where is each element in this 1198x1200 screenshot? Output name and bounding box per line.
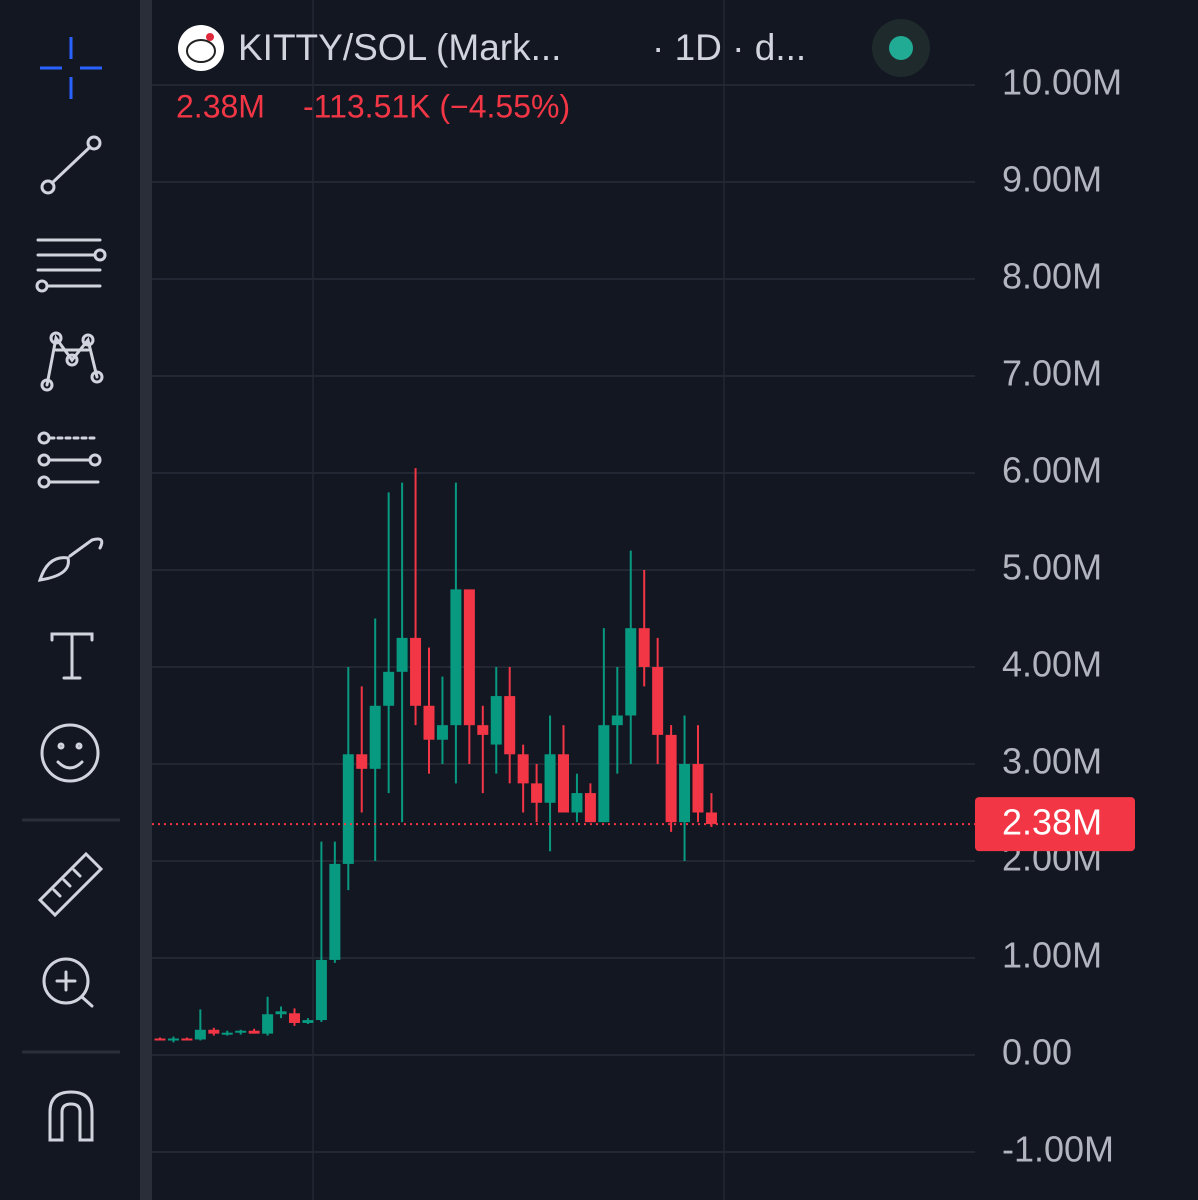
last-price-label: 2.38M	[1002, 802, 1102, 843]
candle-body	[181, 1038, 193, 1041]
crosshair-tool[interactable]	[40, 37, 102, 99]
candle-body	[705, 812, 717, 825]
candle-body	[221, 1032, 233, 1035]
candle-body	[396, 637, 408, 672]
magnet-tool[interactable]	[48, 1090, 94, 1142]
candle-body	[665, 734, 677, 823]
pattern-tool[interactable]	[40, 331, 104, 392]
y-tick-label: -1.00M	[1002, 1129, 1114, 1170]
y-tick-label: 8.00M	[1002, 255, 1102, 296]
plot: -1.00M0.001.00M2.00M3.00M4.00M5.00M6.00M…	[152, 61, 1135, 1170]
candle-body	[208, 1029, 220, 1034]
candle-body	[598, 725, 610, 823]
candle-body	[517, 754, 529, 784]
zoom-tool[interactable]	[42, 957, 94, 1008]
last-value: 2.38M	[176, 88, 265, 124]
candle-body	[544, 754, 556, 803]
candle-body	[329, 863, 341, 960]
candle-body	[342, 754, 354, 864]
y-tick-label: 7.00M	[1002, 352, 1102, 393]
trendline-tool[interactable]	[40, 135, 102, 195]
status-dot	[889, 36, 913, 60]
candle-body	[692, 763, 704, 813]
candle-body	[194, 1029, 206, 1040]
candle-body	[504, 696, 516, 755]
candle-body	[584, 793, 596, 823]
symbol-icon-face	[186, 39, 216, 63]
candle-body	[436, 725, 448, 740]
candle-body	[369, 705, 381, 769]
last-price-tag	[975, 797, 1135, 852]
candle-body	[302, 1020, 314, 1023]
y-tick-label: 6.00M	[1002, 449, 1102, 490]
candle-body	[652, 666, 664, 735]
candle-body	[571, 793, 583, 813]
candle-body	[262, 1014, 274, 1034]
emoji-tool[interactable]	[40, 723, 100, 783]
projection-tool[interactable]	[37, 431, 102, 489]
candle-body	[167, 1038, 179, 1041]
y-tick-label: 9.00M	[1002, 158, 1102, 199]
candle-body	[423, 705, 435, 740]
candle-body	[611, 715, 623, 726]
candle-body	[477, 725, 489, 735]
candle-body	[490, 696, 502, 745]
candle-body	[235, 1030, 247, 1033]
candle-body	[531, 783, 543, 803]
candle-body	[625, 628, 637, 716]
candle-body	[275, 1011, 287, 1015]
candle-body	[315, 959, 327, 1021]
candle-body	[248, 1030, 260, 1034]
y-tick-label: 4.00M	[1002, 643, 1102, 684]
y-tick-label: 3.00M	[1002, 740, 1102, 781]
y-tick-label: 0.00	[1002, 1031, 1072, 1072]
y-tick-label: 5.00M	[1002, 546, 1102, 587]
candle-body	[356, 754, 368, 769]
candle-body	[638, 628, 650, 667]
candle-body	[154, 1038, 166, 1041]
candle-body	[450, 589, 462, 726]
text-tool[interactable]	[50, 632, 94, 680]
candle-body	[558, 754, 569, 813]
toolbar	[22, 37, 120, 1142]
panel-divider	[140, 0, 152, 1200]
symbol-title[interactable]: KITTY/SOL (Mark...	[238, 27, 561, 68]
symbol-icon-bow	[206, 33, 214, 41]
candle-body	[679, 763, 691, 823]
y-tick-label: 10.00M	[1002, 61, 1122, 102]
interval[interactable]: · 1D · d...	[652, 27, 806, 68]
candle-body	[383, 671, 395, 706]
ruler-tool[interactable]	[37, 851, 104, 918]
candle-body	[289, 1013, 300, 1023]
fib-tool[interactable]	[35, 238, 107, 293]
candle-body	[463, 589, 475, 726]
symbol-icon	[178, 25, 224, 71]
change: -113.51K (−4.55%)	[303, 88, 570, 124]
candle-body	[410, 637, 422, 706]
brush-tool[interactable]	[37, 537, 104, 582]
y-tick-label: 1.00M	[1002, 934, 1102, 975]
